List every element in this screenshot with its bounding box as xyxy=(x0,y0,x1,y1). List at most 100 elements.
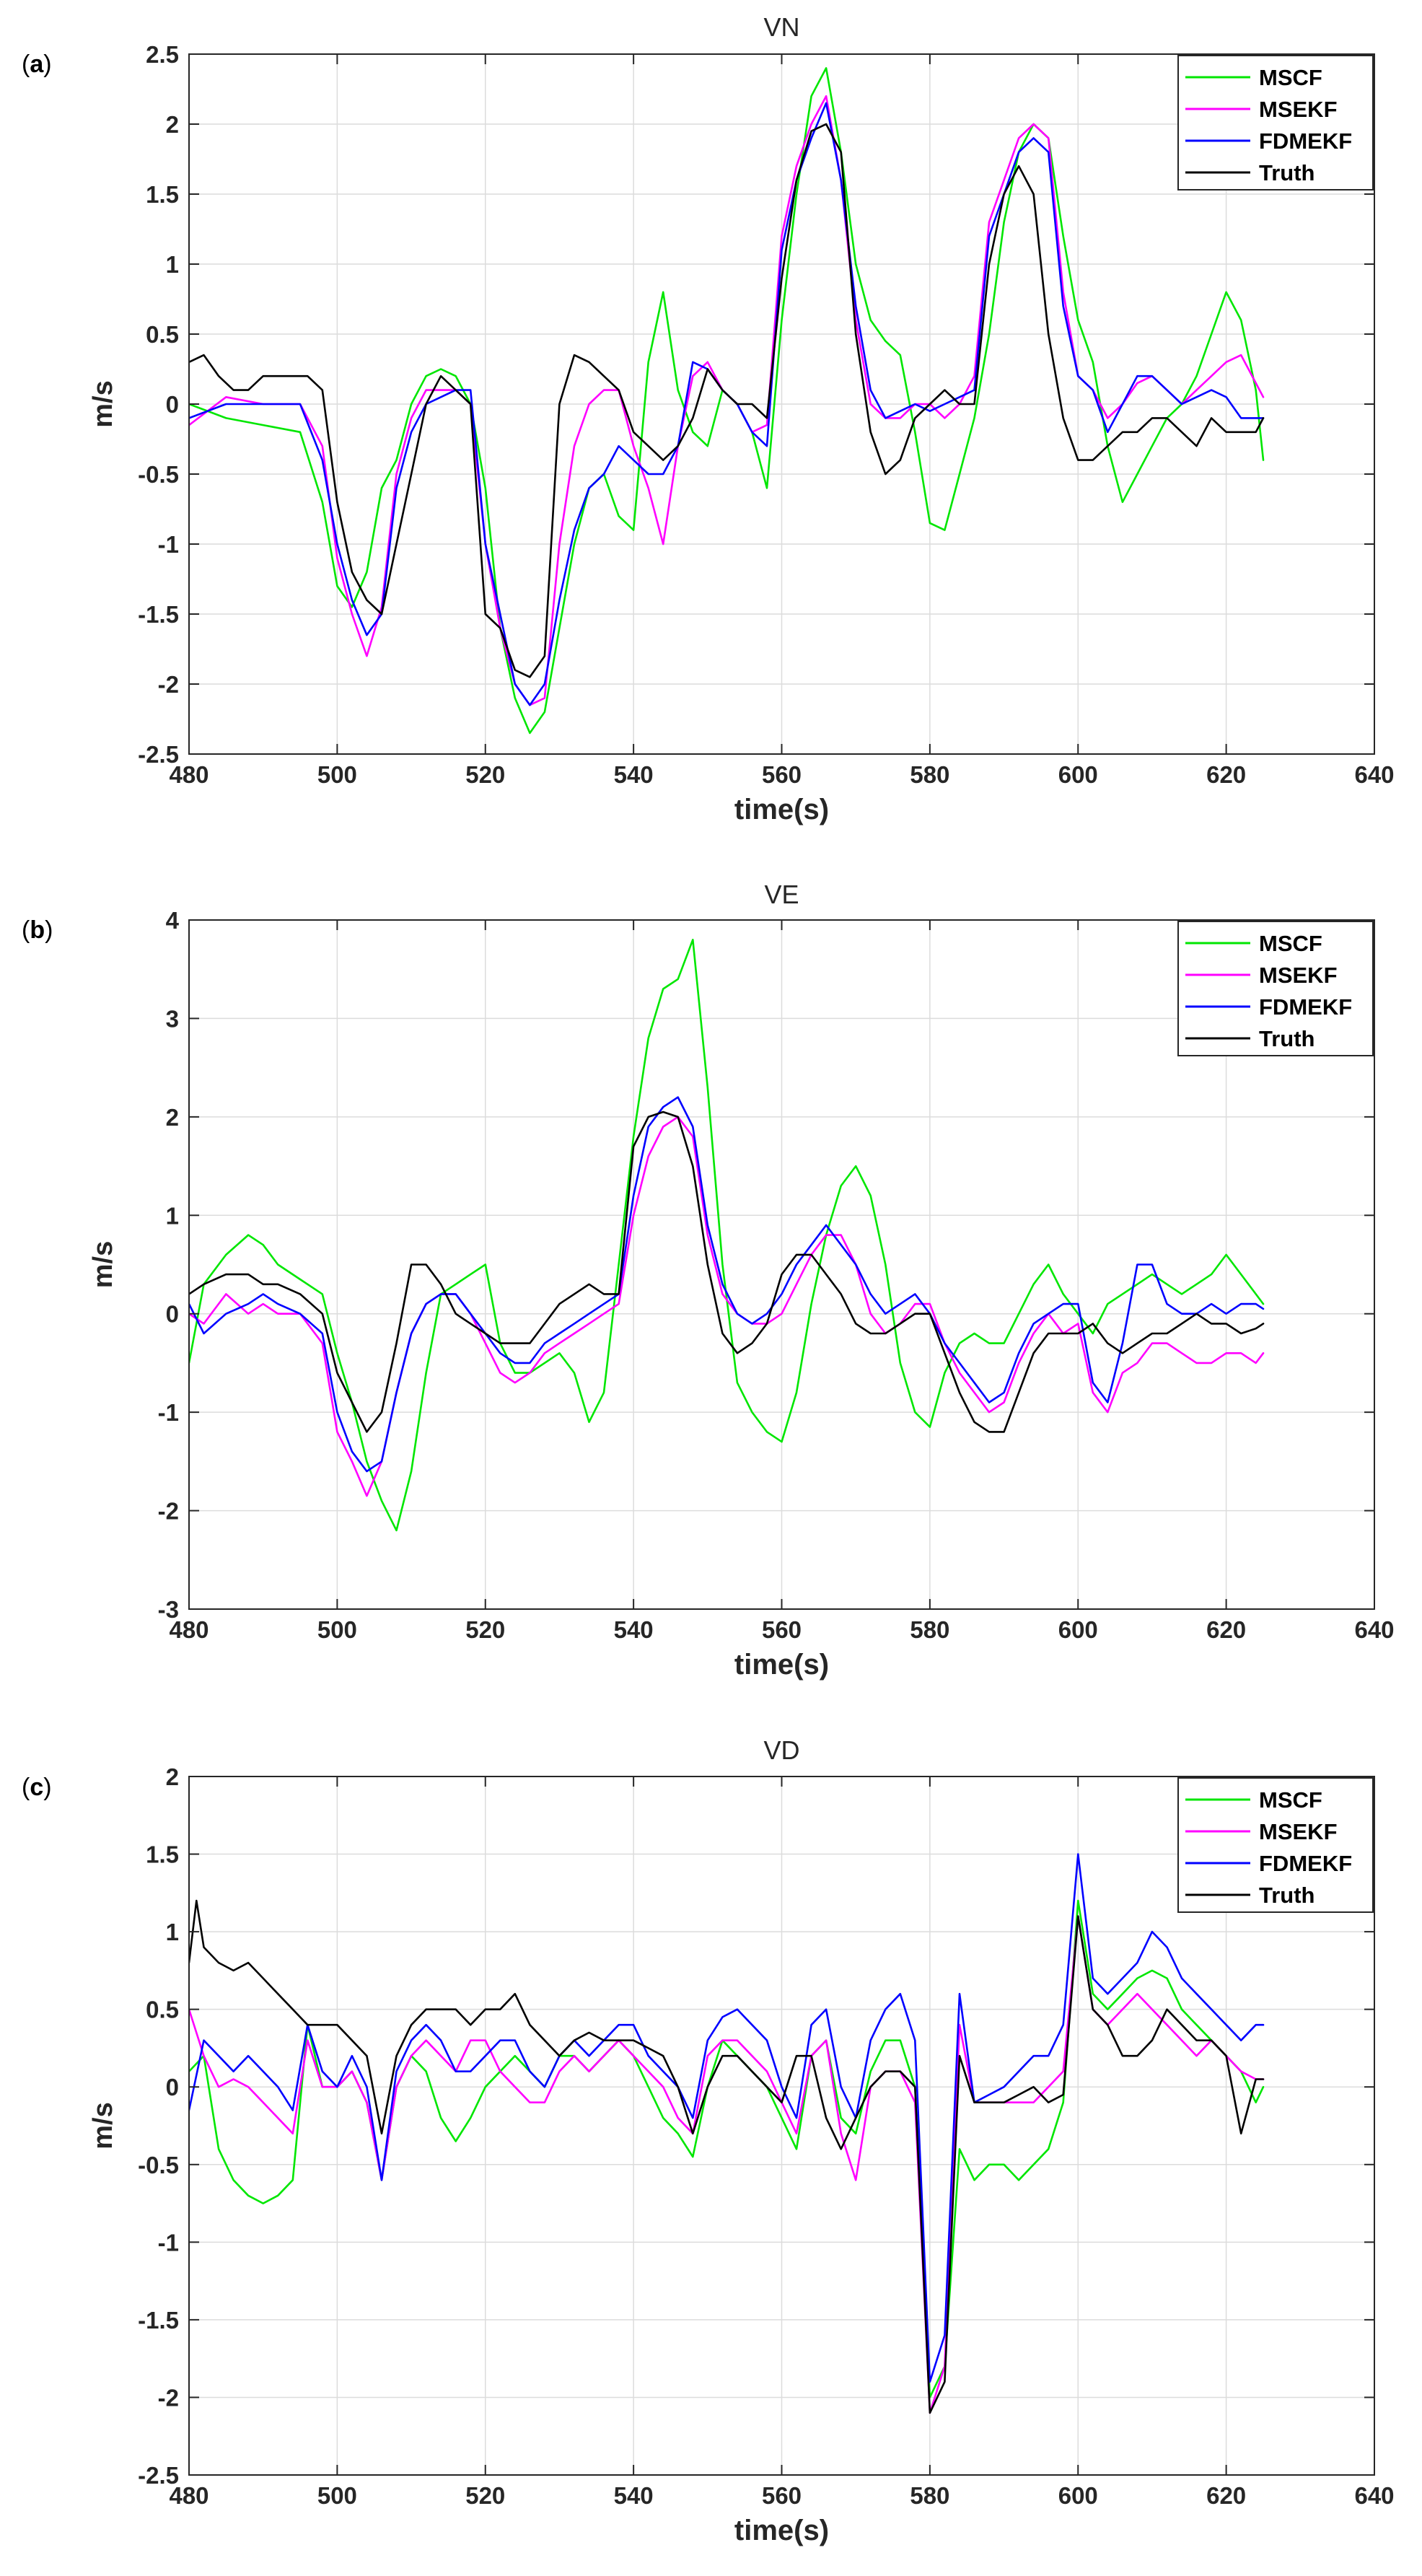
legend-label-mscf: MSCF xyxy=(1259,1787,1322,1813)
y-tick-label: 1.5 xyxy=(146,1841,179,1868)
panel-label-letter: c xyxy=(30,1774,43,1801)
y-tick-label: -1 xyxy=(158,2229,179,2256)
series-line-fdmekf xyxy=(189,1853,1265,2383)
series-line-fdmekf xyxy=(189,102,1265,706)
x-tick-label: 540 xyxy=(614,761,654,788)
panel-label-close-paren: ) xyxy=(43,1774,51,1801)
y-axis-label: m/s xyxy=(88,380,118,427)
x-tick-label: 580 xyxy=(910,761,949,788)
panel-label: (b) xyxy=(22,916,53,944)
series-line-truth xyxy=(189,123,1265,678)
x-tick-label: 620 xyxy=(1206,761,1246,788)
legend-label-fdmekf: FDMEKF xyxy=(1259,128,1352,154)
panel-label: (c) xyxy=(22,1774,52,1801)
x-tick-label: 640 xyxy=(1354,1616,1394,1643)
panel-label-letter: a xyxy=(30,51,44,78)
y-tick-label: -3 xyxy=(158,1596,179,1623)
panel-label-close-paren: ) xyxy=(43,51,51,78)
legend-label-mscf: MSCF xyxy=(1259,931,1322,956)
y-tick-label: 2 xyxy=(166,1104,179,1131)
x-tick-label: 560 xyxy=(762,2482,802,2509)
y-tick-label: 0.5 xyxy=(146,1997,179,2023)
y-tick-label: 1 xyxy=(166,1202,179,1229)
legend-label-mscf: MSCF xyxy=(1259,65,1322,90)
x-tick-label: 600 xyxy=(1058,1616,1098,1643)
panel-label-open-paren: ( xyxy=(22,916,30,944)
legend-label-fdmekf: FDMEKF xyxy=(1259,994,1352,1020)
x-tick-label: 500 xyxy=(317,761,357,788)
y-tick-label: -0.5 xyxy=(138,461,179,488)
legend-label-truth: Truth xyxy=(1259,1026,1315,1051)
legend-label-fdmekf: FDMEKF xyxy=(1259,1851,1352,1876)
legend-label-truth: Truth xyxy=(1259,160,1315,185)
x-tick-label: 600 xyxy=(1058,761,1098,788)
y-tick-label: 2 xyxy=(166,111,179,138)
x-axis-label: time(s) xyxy=(734,2515,829,2546)
chart-panel-a: (a) 480 500 520 540 560 580 600 620 640 -2.5 -2 -1.5… xyxy=(22,12,1395,825)
y-tick-label: 0 xyxy=(166,2074,179,2100)
y-tick-label: -2 xyxy=(158,1498,179,1525)
chart-title: VN xyxy=(763,12,799,42)
series-group xyxy=(189,939,1265,1532)
y-tick-label: -1 xyxy=(158,531,179,558)
x-tick-label: 520 xyxy=(465,761,505,788)
legend-label-msekf: MSEKF xyxy=(1259,963,1338,988)
y-tick-label: 2.5 xyxy=(146,41,179,68)
y-tick-label: 0 xyxy=(166,1301,179,1328)
y-tick-label: -1.5 xyxy=(138,601,179,628)
x-tick-label: 560 xyxy=(762,761,802,788)
chart-panel-c: (c) 480 500 520 540 560 580 600 620 640 -2.5 -2 -1.5… xyxy=(22,1735,1395,2546)
x-axis-label: time(s) xyxy=(734,1649,829,1681)
x-tick-label: 480 xyxy=(169,2482,209,2509)
x-tick-label: 580 xyxy=(910,2482,949,2509)
y-tick-label: -0.5 xyxy=(138,2152,179,2178)
x-tick-label: 520 xyxy=(465,2482,505,2509)
legend-label-msekf: MSEKF xyxy=(1259,97,1338,122)
series-group xyxy=(189,1853,1265,2414)
x-tick-label: 580 xyxy=(910,1616,949,1643)
x-tick-label: 640 xyxy=(1354,761,1394,788)
legend: MSCF MSEKF FDMEKF Truth xyxy=(1177,921,1374,1056)
panel-label: (a) xyxy=(22,51,52,78)
x-tick-label: 600 xyxy=(1058,2482,1098,2509)
y-tick-label: 1 xyxy=(166,1919,179,1945)
y-tick-label: 1.5 xyxy=(146,181,179,208)
chart-title: VD xyxy=(763,1735,799,1765)
x-tick-label: 620 xyxy=(1206,1616,1246,1643)
y-tick-label: -2 xyxy=(158,2384,179,2411)
series-line-fdmekf xyxy=(189,1096,1265,1473)
y-axis-label: m/s xyxy=(88,2102,118,2149)
y-tick-label: 0 xyxy=(166,391,179,418)
y-tick-label: -1 xyxy=(158,1399,179,1426)
x-tick-label: 480 xyxy=(169,761,209,788)
y-tick-label: -1.5 xyxy=(138,2307,179,2334)
x-tick-label: 500 xyxy=(317,1616,357,1643)
x-tick-label: 540 xyxy=(614,2482,654,2509)
series-line-truth xyxy=(189,1110,1265,1433)
y-tick-label: 0.5 xyxy=(146,321,179,348)
x-axis-label: time(s) xyxy=(734,794,829,825)
panel-label-open-paren: ( xyxy=(22,51,30,78)
series-group xyxy=(189,67,1265,735)
y-tick-label: 3 xyxy=(166,1005,179,1032)
y-tick-label: 4 xyxy=(166,907,180,934)
x-tick-label: 620 xyxy=(1206,2482,1246,2509)
y-tick-label: 1 xyxy=(166,251,179,278)
y-tick-label: -2.5 xyxy=(138,741,179,768)
panel-label-close-paren: ) xyxy=(45,916,53,944)
panel-label-open-paren: ( xyxy=(22,1774,30,1801)
chart-title: VE xyxy=(764,880,799,909)
legend: MSCF MSEKF FDMEKF Truth xyxy=(1177,1777,1374,1913)
series-line-truth xyxy=(189,1899,1265,2414)
series-line-msekf xyxy=(189,95,1265,706)
legend: MSCF MSEKF FDMEKF Truth xyxy=(1177,55,1374,190)
x-tick-label: 640 xyxy=(1354,2482,1394,2509)
chart-panel-b: (b) 480 500 520 540 560 580 600 620 640 -3 -2 -1 0 1 2 3… xyxy=(22,880,1395,1681)
x-tick-label: 540 xyxy=(614,1616,654,1643)
x-tick-label: 480 xyxy=(169,1616,209,1643)
series-line-mscf xyxy=(189,939,1265,1532)
y-tick-label: -2 xyxy=(158,671,179,698)
y-axis-label: m/s xyxy=(88,1241,118,1288)
y-tick-label: 2 xyxy=(166,1764,179,1790)
